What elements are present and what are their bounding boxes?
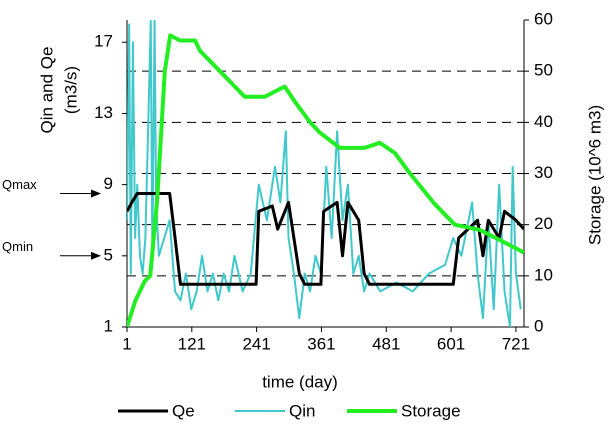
y-tick-label: 17 xyxy=(94,32,113,51)
y-tick-label: 13 xyxy=(94,103,113,122)
legend-label: Qin xyxy=(289,401,315,420)
y-tick-label: 1 xyxy=(104,316,113,335)
legend-label: Qe xyxy=(172,401,195,420)
y2-tick-label: 30 xyxy=(534,163,553,182)
y2-tick-label: 40 xyxy=(534,112,553,131)
y2-axis-label: Storage (10^6 m3) xyxy=(585,105,604,245)
y2-tick-label: 20 xyxy=(534,214,553,233)
x-tick-label: 601 xyxy=(437,334,465,353)
y-axis-label: (m3/s) xyxy=(61,66,80,114)
legend-label: Storage xyxy=(401,401,461,420)
x-tick-label: 1 xyxy=(122,334,131,353)
series-line xyxy=(127,192,524,286)
y2-tick-label: 0 xyxy=(534,316,543,335)
y-tick-label: 5 xyxy=(104,245,113,264)
x-tick-label: 721 xyxy=(502,334,530,353)
x-tick-label: 481 xyxy=(372,334,400,353)
y-axis-label: Qin and Qe xyxy=(37,47,56,134)
annotation-label: Qmax xyxy=(2,177,37,192)
y2-tick-label: 50 xyxy=(534,61,553,80)
x-tick-label: 121 xyxy=(178,334,206,353)
y2-tick-label: 10 xyxy=(534,265,553,284)
y-tick-label: 9 xyxy=(104,174,113,193)
y2-tick-label: 60 xyxy=(534,9,553,28)
x-tick-label: 241 xyxy=(242,334,270,353)
series-line xyxy=(127,33,524,327)
x-tick-label: 361 xyxy=(307,334,335,353)
annotation-label: Qmin xyxy=(2,239,33,254)
x-axis-label: time (day) xyxy=(262,372,338,391)
plot-area xyxy=(127,20,524,327)
